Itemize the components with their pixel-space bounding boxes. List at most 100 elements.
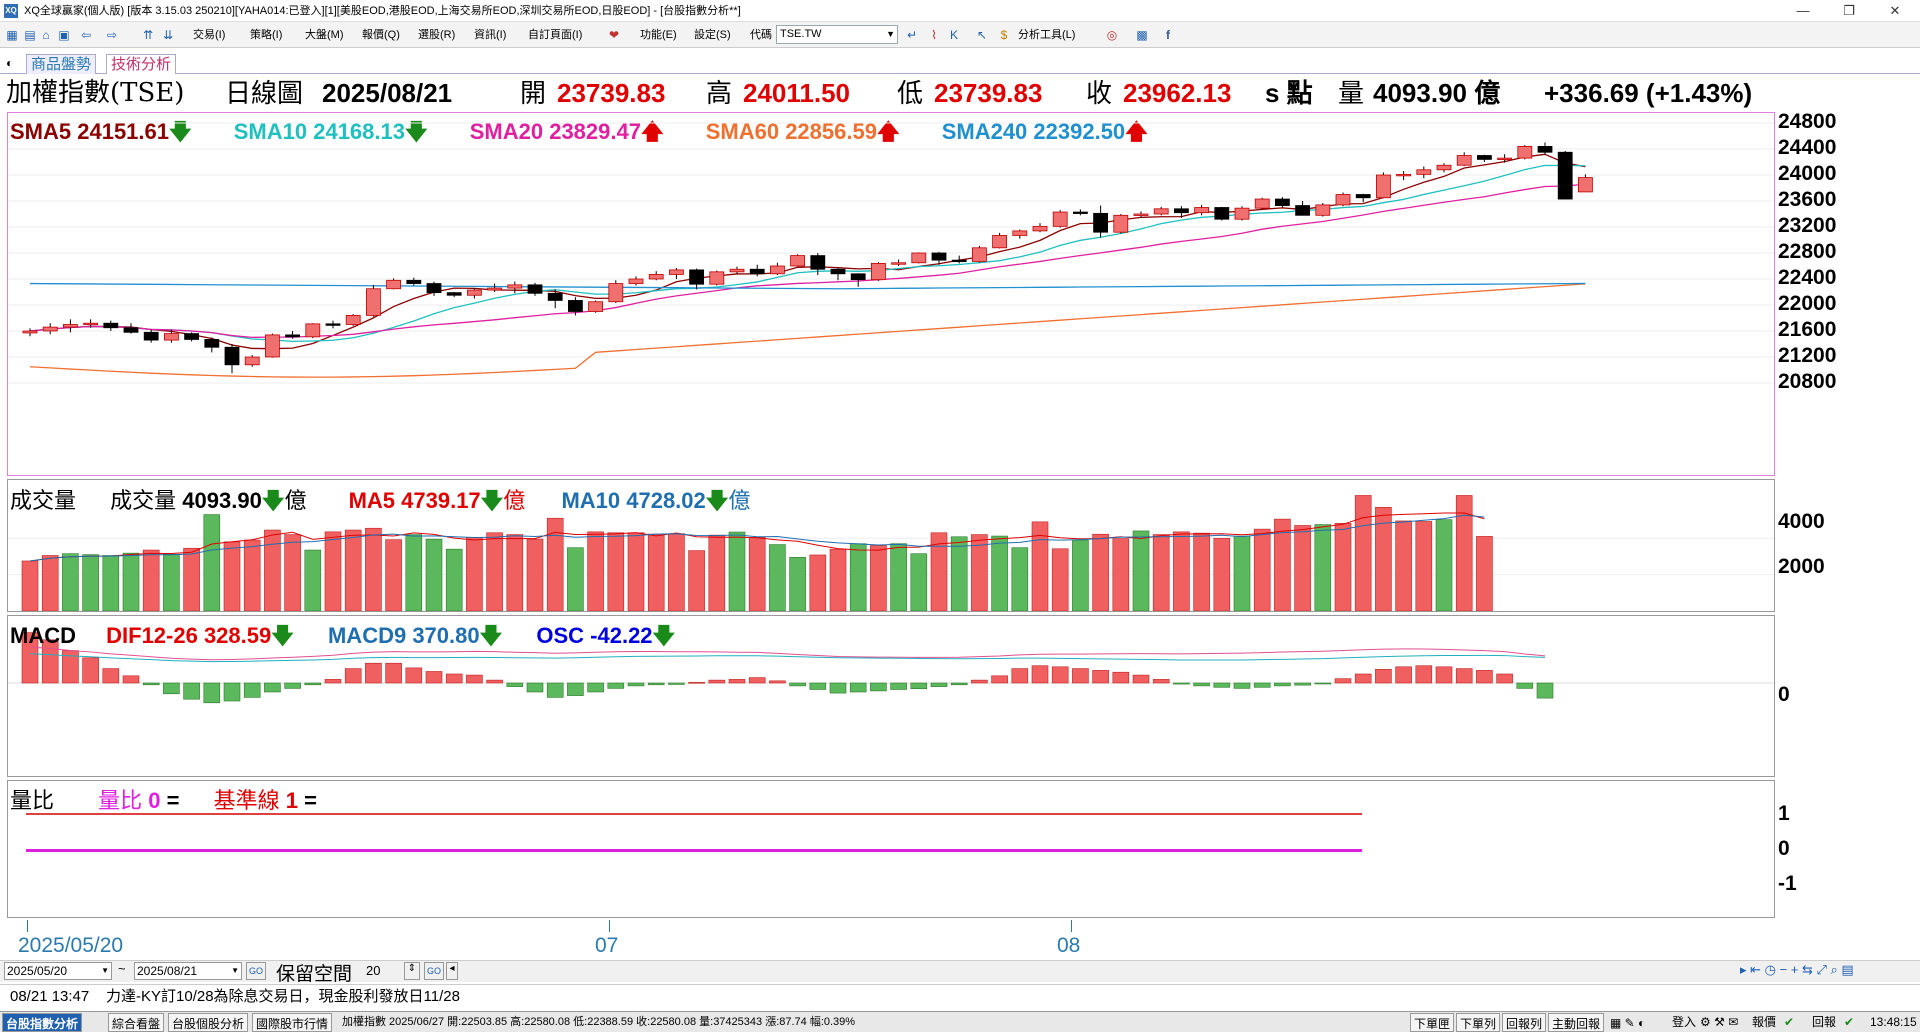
quote-label[interactable]: 報價 [1752, 1015, 1777, 1029]
to-date-input[interactable]: 2025/08/21 ▼ [134, 962, 242, 980]
app-icon: XQ [4, 4, 18, 18]
menu-info[interactable]: 資訊(I) [474, 29, 507, 41]
price-panel[interactable]: SMA5 24151.61🡇 SMA10 24168.13🡇 SMA20 238… [7, 112, 1775, 476]
menu-quote[interactable]: 報價(Q) [362, 29, 400, 41]
baseline-eq: = [304, 788, 318, 813]
volume-bar [526, 538, 544, 611]
enter-icon[interactable]: ↵ [906, 28, 918, 42]
arrow-down-icon: 🡇 [480, 488, 504, 513]
line-chart-icon[interactable]: ⌇ [931, 28, 937, 42]
tab-market-overview[interactable]: 商品盤勢 [26, 54, 97, 74]
volume-bar [1213, 537, 1231, 611]
go-button[interactable]: GO [424, 962, 444, 980]
tick-mark [609, 920, 610, 932]
candle [305, 323, 321, 338]
cursor-icon[interactable]: ↖ [976, 28, 988, 42]
tab-overview[interactable]: 綜合看盤 [108, 1013, 165, 1032]
minimize-button[interactable]: — [1796, 3, 1810, 18]
chart-tools[interactable]: ▸ ⇤ ◷ − + ⇆ ⤢ ⌕ ▤ [1740, 962, 1854, 977]
volume-panel[interactable]: 成交量 成交量 4093.90🡇億 MA5 4739.17🡇億 MA10 472… [7, 479, 1775, 612]
candle [790, 255, 805, 267]
check-icon: ✔ [1784, 1015, 1795, 1029]
candle [1194, 207, 1209, 214]
menu-function[interactable]: 功能(E) [640, 29, 677, 41]
maximize-button[interactable]: ❐ [1843, 3, 1855, 18]
menu-analysis-tool[interactable]: 分析工具(L) [1018, 29, 1076, 41]
order-box-button[interactable]: 下單匣 [1410, 1013, 1455, 1032]
volume-ratio-panel[interactable]: 量比 量比 0 = 基準線 1 = [7, 780, 1775, 918]
scroll-left-icon[interactable]: ◂ [446, 962, 458, 980]
active-report-button[interactable]: 主動回報 [1548, 1013, 1605, 1032]
osc-bar [122, 675, 140, 684]
osc-bar [809, 682, 827, 690]
volume-title: 成交量 [10, 488, 77, 513]
tool-icons[interactable]: ⚙ ⚒ ✉ [1700, 1015, 1739, 1029]
open-folder-icon[interactable]: ▤ [24, 28, 36, 42]
menu-market[interactable]: 大盤(M) [305, 29, 344, 41]
forward-arrow-icon[interactable]: ⇨ [106, 28, 118, 42]
menu-screener[interactable]: 選股(R) [418, 29, 456, 41]
macd-panel[interactable]: MACD DIF12-26 328.59🡇 MACD9 370.80🡇 OSC … [7, 615, 1775, 777]
signal-line [29, 653, 1546, 663]
osc-bar [870, 682, 887, 692]
arrow-down-icon: 🡇 [479, 623, 503, 648]
report-label[interactable]: 回報 [1812, 1015, 1837, 1029]
grid-icon[interactable]: ▦ [6, 28, 18, 42]
stepper-icon[interactable]: ⇕ [404, 962, 420, 980]
tab-intl-market[interactable]: 國際股市行情 [252, 1013, 333, 1032]
news-ticker[interactable]: 08/21 13:47 力達-KY訂10/28為除息交易日，現金股利發放日11/… [0, 984, 1920, 1008]
candle [285, 334, 301, 338]
price-tick: 21600 [1778, 318, 1837, 341]
print-icon[interactable]: ▩ [1136, 28, 1148, 42]
status-icons[interactable]: ▦ ✎ ◐ [1610, 1016, 1646, 1030]
osc-bar [385, 662, 402, 684]
candle [1335, 194, 1351, 206]
report-bar-button[interactable]: 回報列 [1502, 1013, 1547, 1032]
menu-custom-page[interactable]: 自訂頁面(I) [528, 29, 583, 41]
favorites-icon[interactable]: ❤ [608, 28, 620, 42]
keep-space-input[interactable]: 20 [366, 963, 381, 978]
candle [1073, 211, 1088, 214]
collapse-icon[interactable]: ◐ [6, 56, 14, 70]
target-icon[interactable]: ◎ [1106, 28, 1118, 42]
unit-label: s 點 [1265, 78, 1313, 108]
macd-chart[interactable] [8, 616, 1774, 776]
order-bar-button[interactable]: 下單列 [1456, 1013, 1501, 1032]
back-arrow-icon[interactable]: ⇦ [80, 28, 92, 42]
open-label: 開 [520, 78, 547, 108]
login-label[interactable]: 登入 [1672, 1015, 1697, 1029]
menu-strategy[interactable]: 策略(I) [250, 29, 283, 41]
candle [123, 327, 139, 333]
tab-stock-analysis[interactable]: 台股個股分析 [168, 1013, 249, 1032]
news-text[interactable]: 力達-KY訂10/28為除息交易日，現金股利發放日11/28 [106, 988, 460, 1005]
menu-trade[interactable]: 交易(I) [193, 29, 226, 41]
osc-bar [849, 682, 867, 693]
close-button[interactable]: ✕ [1889, 3, 1901, 18]
arrow-down-icon: 🡇 [404, 119, 428, 144]
dollar-icon[interactable]: $ [1000, 28, 1008, 42]
chevron-down-icon[interactable]: ▼ [101, 966, 109, 975]
candlestick-chart[interactable] [8, 113, 1774, 475]
volume-bar [708, 534, 726, 611]
k-chart-icon[interactable]: K [949, 28, 958, 42]
chevron-down-icon[interactable]: ▼ [886, 29, 895, 39]
volume-bar [1112, 538, 1130, 611]
osc-bar [102, 668, 120, 684]
save-icon[interactable]: ▣ [58, 28, 70, 42]
home-icon[interactable]: ⌂ [42, 28, 50, 42]
volume-bar [365, 527, 382, 611]
facebook-icon[interactable]: f [1166, 28, 1170, 42]
macd-legend: MACD DIF12-26 328.59🡇 MACD9 370.80🡇 OSC … [10, 619, 675, 657]
code-input[interactable]: TSE.TW ▼ [776, 25, 898, 44]
candle [103, 322, 119, 329]
tab-technical-analysis[interactable]: 技術分析 [106, 54, 177, 74]
go-button[interactable]: GO [246, 962, 266, 980]
osc-bar [668, 682, 685, 685]
tab-index-analysis[interactable]: 台股指數分析 [2, 1013, 83, 1032]
scroll-down-icon[interactable]: ⇊ [162, 28, 174, 42]
from-date-input[interactable]: 2025/05/20 ▼ [4, 962, 112, 980]
candle [527, 284, 543, 294]
scroll-up-icon[interactable]: ⇈ [142, 28, 154, 42]
chevron-down-icon[interactable]: ▼ [231, 966, 239, 975]
menu-settings[interactable]: 設定(S) [694, 29, 731, 41]
